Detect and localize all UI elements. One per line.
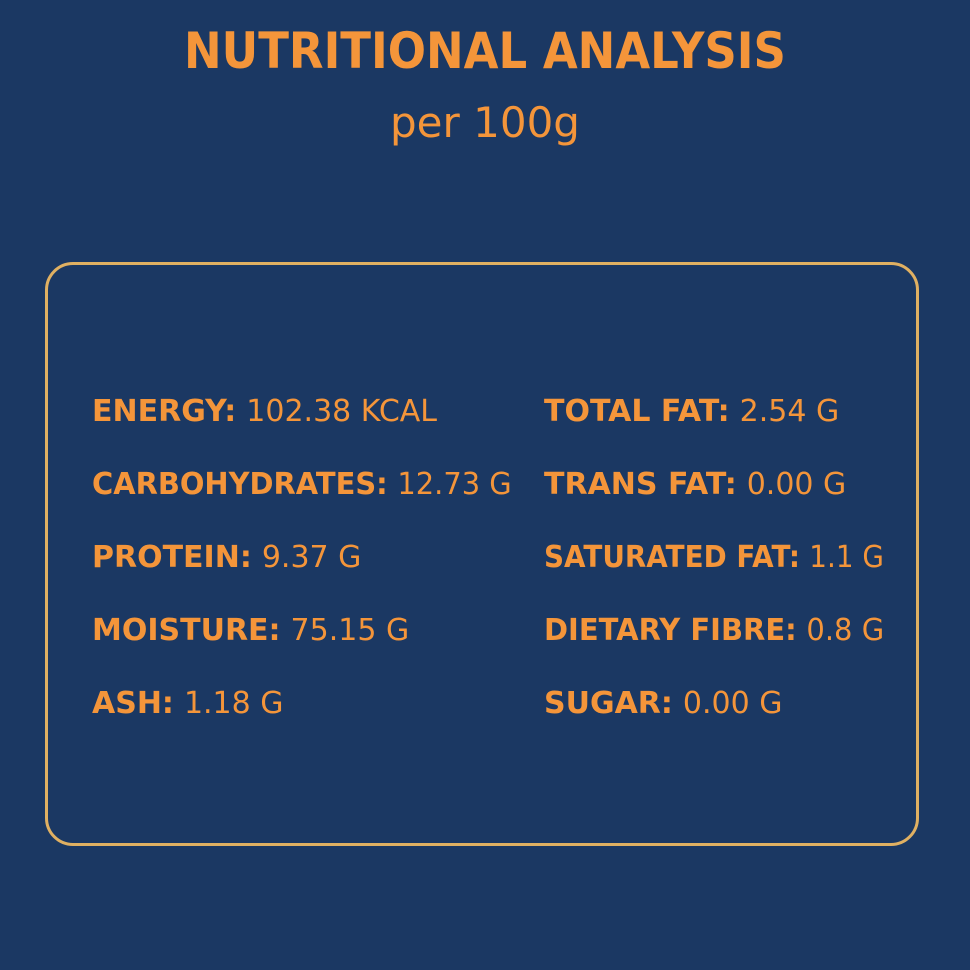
nutrient-label: DIETARY FIBRE:	[544, 613, 797, 648]
nutrient-value: 0.00 G	[746, 467, 847, 502]
nutrient-value: 2.54 G	[739, 394, 840, 429]
nutrient: ASH: 1.18 G	[92, 686, 284, 721]
nutrient-value: 12.73 G	[397, 467, 512, 502]
subtitle: per 100g	[390, 98, 580, 147]
nutrient-value: 9.37 G	[261, 540, 362, 575]
nutrient: MOISTURE: 75.15 G	[92, 613, 409, 648]
nutrient: PROTEIN: 9.37 G	[92, 540, 361, 575]
nutrient-label: CARBOHYDRATES:	[92, 467, 388, 502]
nutrient: DIETARY FIBRE: 0.8 G	[544, 613, 884, 648]
nutrient-label: SUGAR:	[544, 686, 673, 721]
nutrient: CARBOHYDRATES: 12.73 G	[92, 467, 512, 502]
nutrition-panel	[45, 262, 919, 846]
nutrient-value: 102.38 KCAL	[246, 394, 438, 429]
nutrient-label: MOISTURE:	[92, 613, 281, 648]
nutrient-value: 1.18 G	[183, 686, 284, 721]
nutrient-label: TOTAL FAT:	[544, 394, 730, 429]
nutrient-value: 75.15 G	[290, 613, 410, 648]
nutrient: SUGAR: 0.00 G	[544, 686, 783, 721]
nutrient: SATURATED FAT: 1.1 G	[544, 540, 884, 575]
nutrient-label: PROTEIN:	[92, 540, 252, 575]
nutrient: TRANS FAT: 0.00 G	[544, 467, 846, 502]
title: NUTRITIONAL ANALYSIS	[184, 22, 786, 80]
nutrient-label: ASH:	[92, 686, 174, 721]
nutrient: TOTAL FAT: 2.54 G	[544, 394, 839, 429]
nutrient: ENERGY: 102.38 KCAL	[92, 394, 437, 429]
nutrient-label: TRANS FAT:	[544, 467, 737, 502]
nutrient-value: 0.8 G	[806, 613, 885, 648]
nutrient-label: SATURATED FAT:	[544, 540, 801, 575]
nutrient-label: ENERGY:	[92, 394, 237, 429]
nutrient-value: 1.1 G	[809, 540, 884, 575]
nutrient-value: 0.00 G	[682, 686, 783, 721]
